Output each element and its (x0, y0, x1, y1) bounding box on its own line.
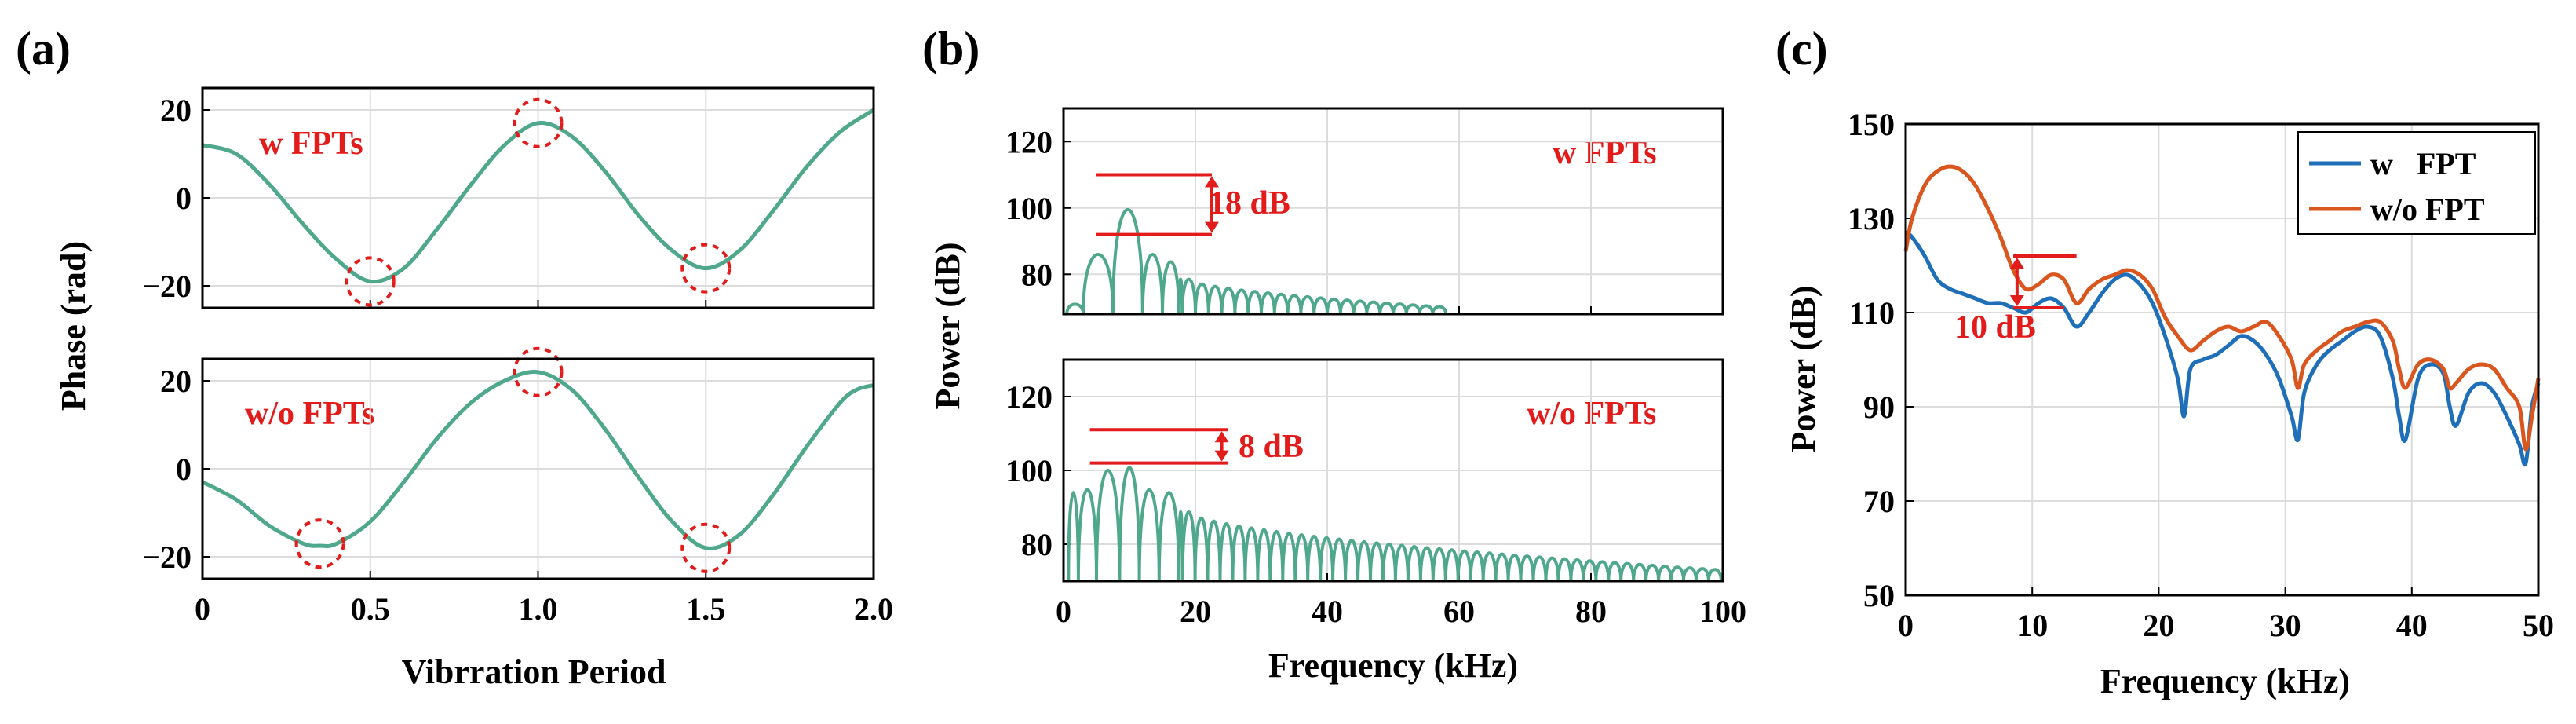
b-top-gap-arrow-head-down (1205, 221, 1219, 233)
b-bottom-gap-arrow-head-up (1214, 431, 1229, 443)
b-bottom-xtick-label: 40 (1312, 594, 1343, 629)
b-bottom-gap-label: 8 dB (1239, 429, 1304, 465)
c-frame (1904, 122, 2540, 597)
panel-b-xlabel: Frequency (kHz) (1268, 646, 1518, 685)
b-bottom-ytick-label: 80 (1021, 527, 1053, 562)
a-top-ytick-label: 0 (176, 181, 192, 216)
panel-b-label: (b) (922, 23, 980, 75)
a-bottom-frame (201, 357, 875, 580)
a-top-frame (201, 86, 875, 309)
b-bottom-xtick-label: 20 (1180, 594, 1211, 629)
c-gap-arrow-head-up (2009, 258, 2024, 269)
a-bottom-ytick-label: −20 (142, 539, 192, 575)
c-xtick-label: 0 (1898, 608, 1914, 643)
a-bottom-annotation: w/o FPTs (245, 396, 374, 432)
a-bottom-xtick-label: 1.5 (686, 591, 725, 627)
b-bottom-ytick-label: 120 (1005, 379, 1053, 415)
a-bottom-marker-circle (513, 346, 564, 397)
c-gap-arrow-head-down (2009, 295, 2024, 306)
panel-a-label: (a) (16, 23, 71, 75)
b-top-ytick-label: 100 (1005, 191, 1053, 226)
c-series-w-fpt-line (1904, 230, 2541, 467)
panel-a-ylabel: Phase (rad) (54, 241, 93, 411)
b-top-frame (1062, 107, 1724, 316)
a-bottom-xtick-label: 0.5 (351, 591, 390, 627)
b-bottom-gap-arrow-head-down (1214, 450, 1229, 462)
b-bottom-series-line (1067, 466, 1723, 581)
panel-c-ylabel: Power (dB) (1784, 285, 1823, 452)
panel-c-label: (c) (1775, 23, 1828, 75)
a-bottom-xtick-label: 0 (195, 591, 210, 627)
b-bottom-frame (1062, 358, 1724, 583)
a-top-marker-circle (513, 97, 564, 148)
a-top-series-line (202, 108, 875, 284)
b-bottom-xtick-label: 0 (1056, 594, 1071, 629)
c-ytick-label: 50 (1863, 578, 1895, 613)
b-bottom-xtick-label: 60 (1443, 594, 1475, 629)
panel-b-ylabel: Power (dB) (929, 242, 967, 409)
b-top-annotation: w FPTs (1553, 135, 1657, 171)
a-bottom-xtick-label: 2.0 (854, 591, 893, 627)
b-top-gap-label: 18 dB (1209, 185, 1290, 221)
c-xtick-label: 10 (2016, 608, 2048, 643)
b-bottom-xtick-label: 80 (1575, 594, 1607, 629)
legend-label-wo: w/o FPT (2370, 192, 2485, 227)
b-bottom-ytick-label: 100 (1005, 453, 1053, 488)
c-xtick-label: 20 (2143, 608, 2174, 643)
c-ytick-label: 150 (1848, 107, 1895, 142)
b-top-series-line (1065, 207, 1448, 314)
b-bottom-xtick-label: 100 (1699, 594, 1746, 629)
b-top-gap-arrow-head-up (1205, 176, 1219, 188)
a-top-marker-circle (680, 243, 732, 294)
legend-box (2297, 131, 2536, 235)
panel-a-xlabel: Vibrration Period (402, 653, 666, 691)
legend: w FPT w/o FPT (2297, 131, 2536, 235)
a-bottom-ytick-label: 0 (176, 452, 192, 487)
a-bottom-ytick-label: 20 (160, 364, 192, 399)
c-ytick-label: 90 (1863, 389, 1895, 425)
legend-label-w: w FPT (2370, 146, 2476, 181)
a-top-ytick-label: −20 (142, 269, 192, 304)
c-ytick-label: 70 (1863, 484, 1895, 519)
c-xtick-label: 30 (2270, 608, 2301, 643)
a-bottom-marker-circle (680, 522, 732, 573)
c-ytick-label: 130 (1848, 201, 1895, 236)
panel-c-xlabel: Frequency (kHz) (2100, 662, 2350, 700)
a-top-marker-circle (345, 256, 396, 307)
a-top-annotation: w FPTs (259, 126, 363, 162)
a-bottom-series-line (201, 369, 874, 550)
a-bottom-xtick-label: 1.0 (519, 591, 558, 627)
c-xtick-label: 50 (2523, 608, 2554, 643)
c-gap-label: 10 dB (1954, 309, 2036, 346)
a-top-ytick-label: 20 (160, 93, 192, 128)
c-series-wo-fpt-line (1903, 164, 2541, 452)
a-bottom-marker-circle (294, 518, 345, 569)
b-top-ytick-label: 80 (1021, 257, 1053, 292)
c-ytick-label: 110 (1849, 295, 1895, 331)
c-xtick-label: 40 (2396, 608, 2428, 643)
b-top-ytick-label: 120 (1005, 124, 1053, 159)
